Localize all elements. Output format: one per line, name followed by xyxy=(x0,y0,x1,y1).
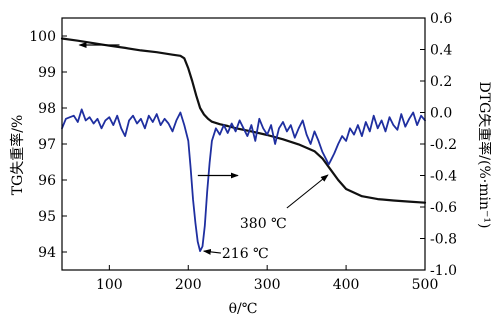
y-right-tick-label: -1.0 xyxy=(430,263,457,279)
y-left-tick-label: 100 xyxy=(29,29,56,45)
annotation-380: 380 ℃ xyxy=(240,216,287,232)
y-left-tick-label: 95 xyxy=(38,209,56,225)
y-right-tick-label: 0.6 xyxy=(430,11,452,27)
y-right-tick-label: 0.4 xyxy=(430,43,452,59)
tg-curve xyxy=(60,37,427,204)
plot-frame xyxy=(61,17,426,271)
x-tick-label: 500 xyxy=(412,277,439,293)
annotation-216: 216 ℃ xyxy=(222,246,269,262)
y-left-tick-label: 99 xyxy=(38,65,56,81)
y-right-tick-label: 0.0 xyxy=(430,106,452,122)
y-right-tick-label: -0.2 xyxy=(430,137,457,153)
x-tick-label: 100 xyxy=(96,277,123,293)
annotation-arrow-380 xyxy=(286,174,329,209)
y-right-tick-label: 0.2 xyxy=(430,74,452,90)
y-left-tick-label: 96 xyxy=(38,173,56,189)
y-right-tick-label: -0.8 xyxy=(430,232,457,248)
annotation-arrow-216 xyxy=(202,248,221,255)
y-axis-label-right: DTG失重率/(%·min⁻¹) xyxy=(476,82,491,229)
y-left-tick-label: 98 xyxy=(38,101,56,117)
y-axis-label-left: TG失重率/% xyxy=(9,115,26,196)
y-left-tick-label: 94 xyxy=(38,245,56,261)
y-left-tick-label: 97 xyxy=(38,137,56,153)
dtg-curve xyxy=(61,108,426,253)
y-right-tick-label: -0.6 xyxy=(430,200,457,216)
x-tick-label: 400 xyxy=(333,277,360,293)
x-axis-label: θ/℃ xyxy=(229,301,258,317)
y-right-tick-label: -0.4 xyxy=(430,169,457,185)
x-tick-label: 200 xyxy=(175,277,202,293)
x-tick-label: 300 xyxy=(254,277,281,293)
